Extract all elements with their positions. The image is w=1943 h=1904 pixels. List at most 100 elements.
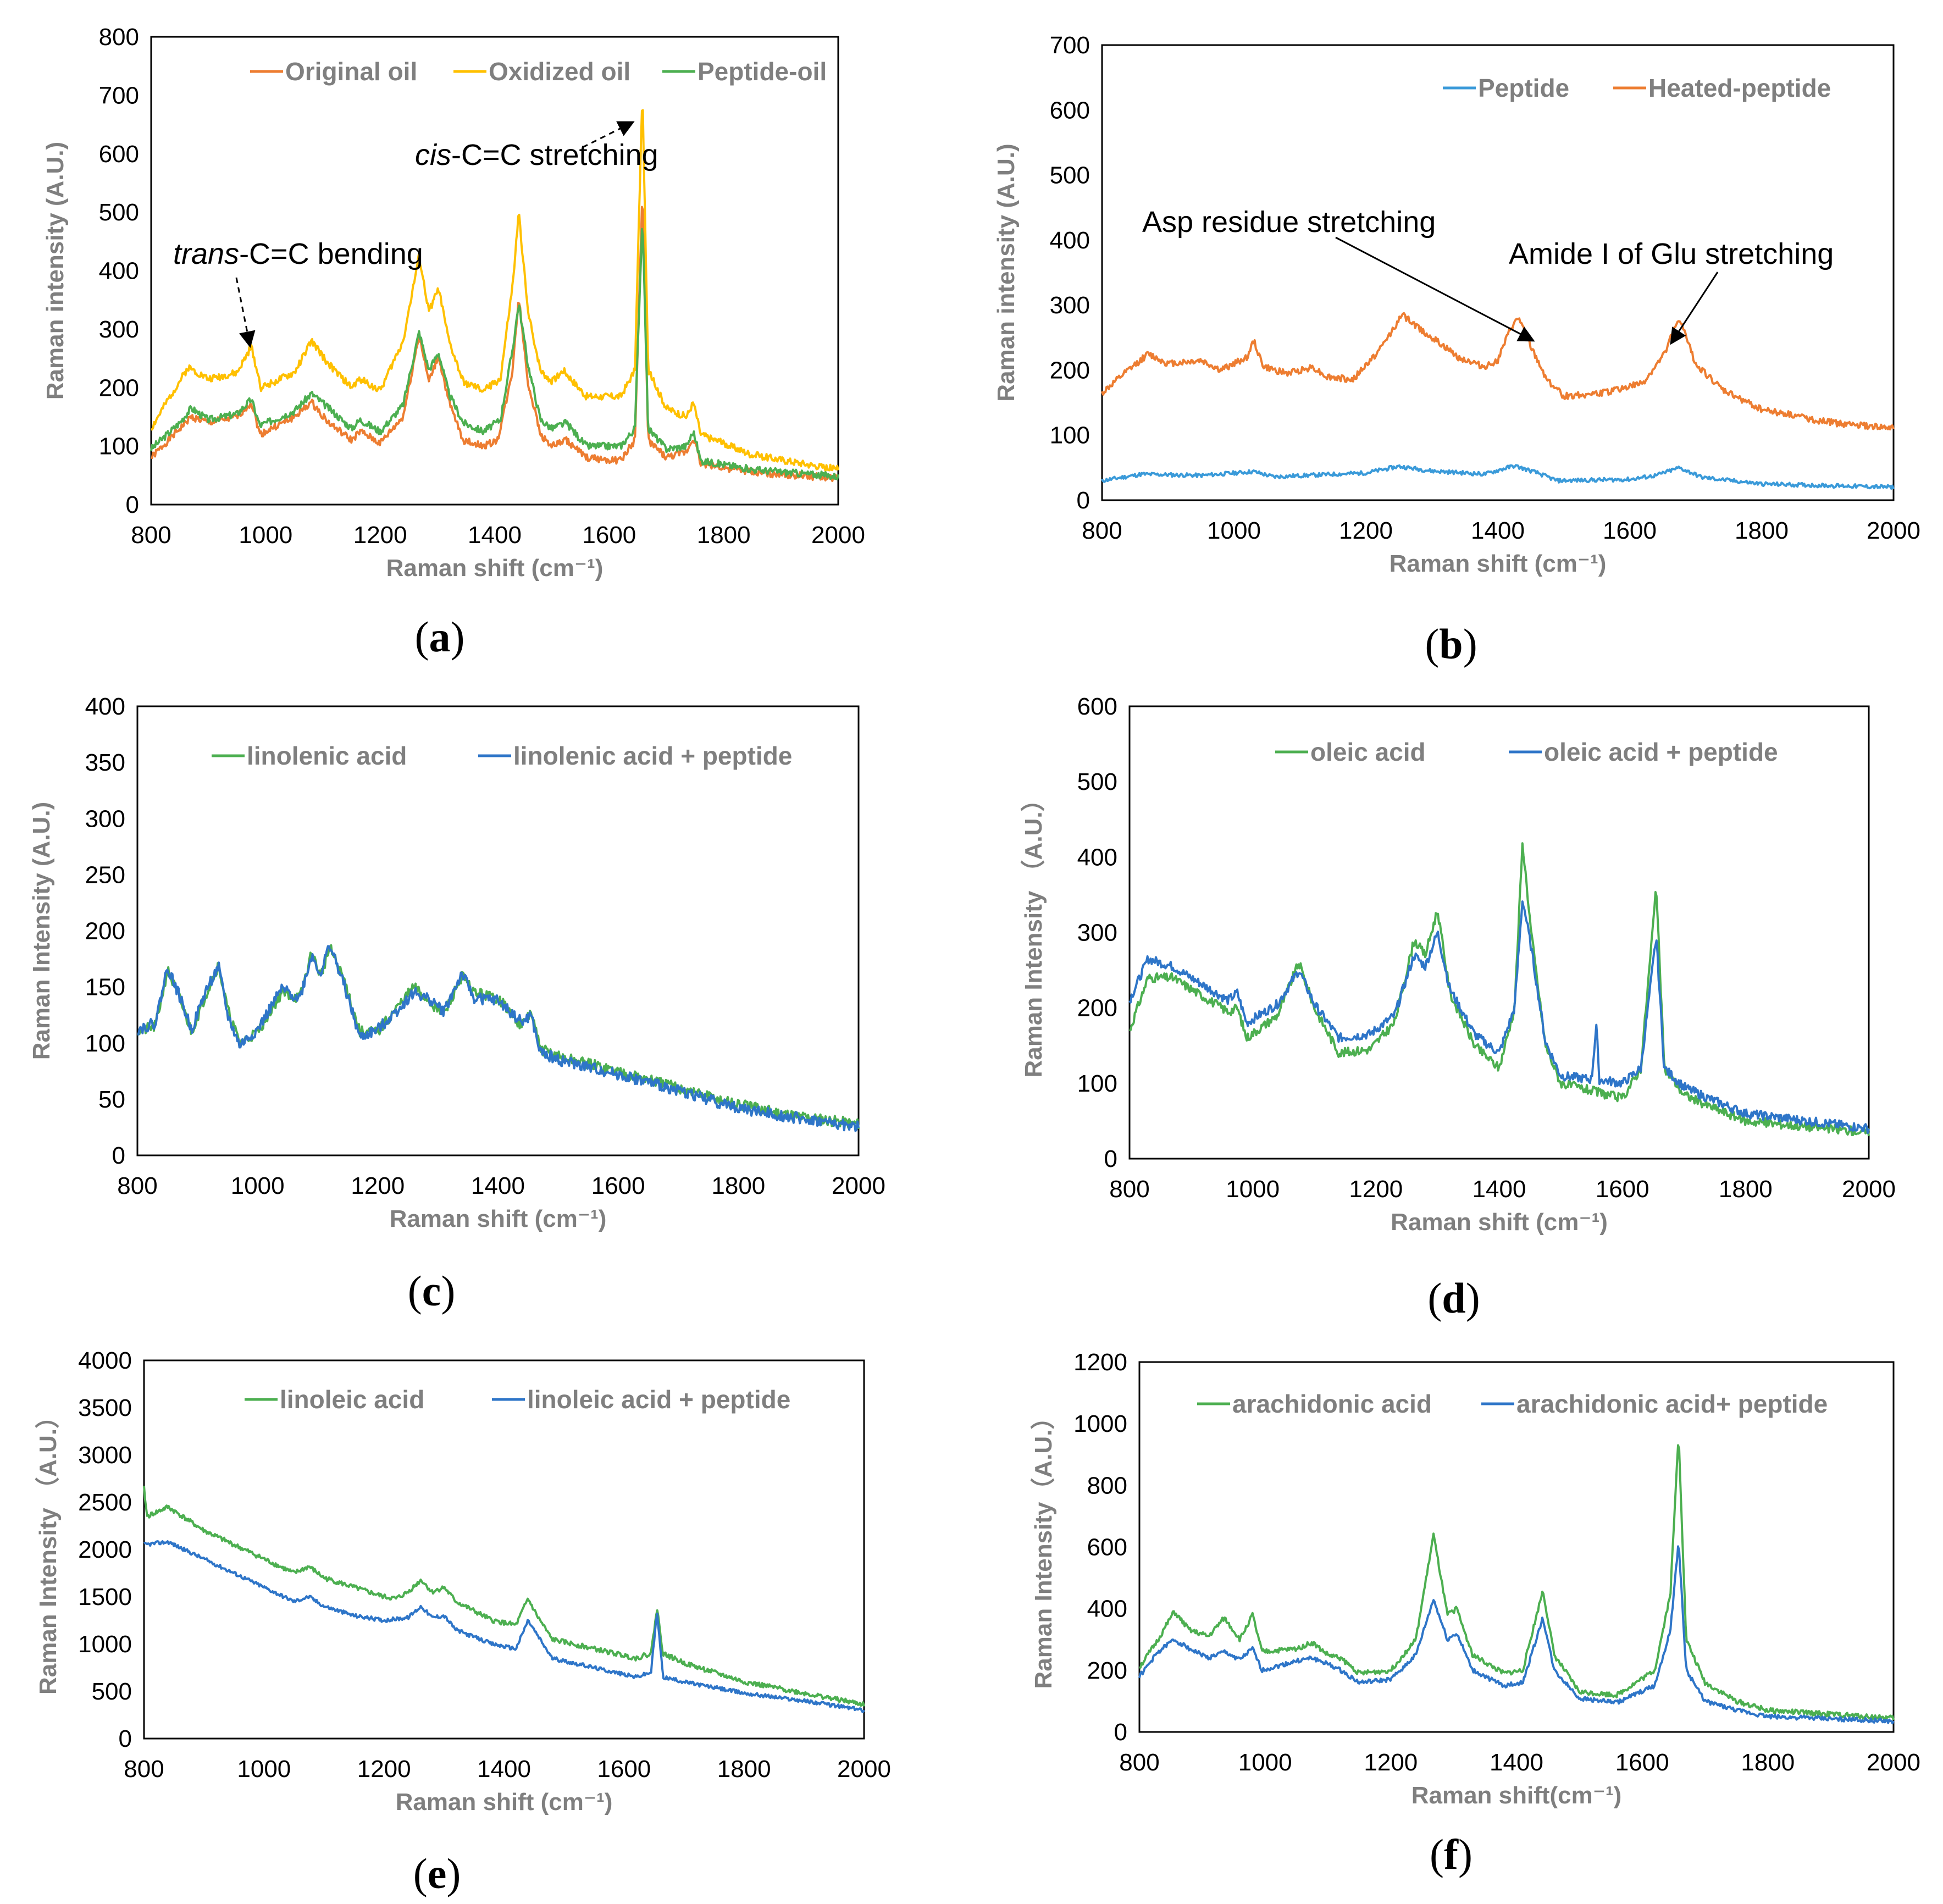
x-tick-label: 1000 (1226, 1176, 1280, 1203)
y-tick-label: 2500 (78, 1489, 132, 1516)
y-tick-label: 1200 (1073, 1349, 1127, 1376)
x-axis-label: Raman shift (cm⁻¹) (1390, 550, 1607, 577)
x-axis-label: Raman shift (cm⁻¹) (396, 1789, 613, 1816)
panel-caption-f: (f) (1430, 1830, 1473, 1878)
y-axis-label: Raman Intensity（A.U.） (1030, 1405, 1057, 1689)
panel-caption-a: (a) (415, 613, 465, 661)
y-tick-label: 800 (1087, 1472, 1127, 1499)
y-tick-label: 400 (99, 258, 139, 285)
x-tick-label: 1800 (697, 522, 751, 549)
y-tick-label: 500 (1050, 162, 1090, 189)
series-line-f-1 (1138, 1545, 1895, 1725)
y-tick-label: 800 (99, 24, 139, 51)
chart-b: 0 100 200 300 400 500 600 700 800 1000 1200 1400 160… (993, 32, 1920, 668)
y-axis-label: Raman intensity (A.U.) (42, 142, 69, 400)
x-axis-label: Raman shift (cm⁻¹) (390, 1205, 607, 1232)
x-tick-label: 800 (1119, 1749, 1159, 1776)
annotation-trans-bending: trans-C=C bending (173, 237, 423, 270)
y-axis-label: Raman Intensity （A.U.） (35, 1404, 62, 1695)
annotation-arrow (1670, 272, 1719, 345)
x-tick-label: 1000 (237, 1756, 291, 1783)
x-tick-label: 1200 (353, 522, 407, 549)
y-tick-label: 100 (85, 1030, 125, 1057)
y-tick-label: 300 (1077, 920, 1117, 947)
x-tick-label: 1600 (1596, 1176, 1649, 1203)
annotation-arrow (1335, 236, 1535, 342)
x-tick-label: 1400 (468, 522, 522, 549)
series-line-c-1 (137, 945, 860, 1132)
series-line-f-0 (1139, 1444, 1895, 1721)
x-tick-label: 1000 (239, 522, 292, 549)
x-tick-label: 1200 (1364, 1749, 1418, 1776)
x-tick-label: 1400 (1473, 1176, 1526, 1203)
legend-label: oleic acid (1310, 738, 1426, 766)
legend-label: Peptide-oil (698, 57, 827, 86)
legend-label: linoleic acid (280, 1385, 424, 1414)
y-tick-label: 500 (99, 199, 139, 226)
x-tick-label: 2000 (1842, 1176, 1896, 1203)
y-tick-label: 200 (1087, 1657, 1127, 1684)
x-tick-label: 2000 (1867, 517, 1920, 544)
legend-label: Peptide (1478, 74, 1569, 102)
x-tick-label: 2000 (837, 1756, 891, 1783)
y-tick-label: 100 (1050, 422, 1090, 449)
y-tick-label: 3500 (78, 1394, 132, 1421)
x-tick-label: 1600 (591, 1172, 645, 1199)
y-tick-label: 200 (1050, 357, 1090, 384)
x-tick-label: 1400 (477, 1756, 531, 1783)
series-line-d-1 (1128, 900, 1870, 1134)
panel-caption-b: (b) (1425, 620, 1477, 668)
x-tick-label: 1800 (1719, 1176, 1773, 1203)
x-tick-label: 1600 (1603, 517, 1657, 544)
x-tick-label: 1600 (582, 522, 636, 549)
annotation-cis-stretching: cis-C=C stretching (415, 139, 658, 171)
chart-f: 0 200 400 600 800 1000 1200 800 1000 1200 1400 1600… (1030, 1349, 1920, 1878)
legend-label: arachidonic acid (1232, 1390, 1432, 1418)
y-tick-label: 0 (126, 491, 139, 518)
series-line-b-0 (1101, 464, 1895, 490)
annotation-amide-glu: Amide I of Glu stretching (1509, 237, 1834, 270)
legend-label: Oxidized oil (489, 57, 630, 86)
x-tick-label: 1200 (1349, 1176, 1403, 1203)
y-tick-label: 0 (1114, 1719, 1127, 1746)
y-tick-label: 100 (99, 433, 139, 460)
x-tick-label: 1800 (711, 1172, 765, 1199)
y-tick-label: 0 (112, 1142, 125, 1169)
y-tick-label: 150 (85, 974, 125, 1001)
y-tick-label: 600 (1077, 693, 1117, 720)
y-tick-label: 400 (1050, 227, 1090, 254)
y-tick-label: 200 (85, 918, 125, 945)
x-tick-label: 1800 (1741, 1749, 1795, 1776)
chart-c: 0 50 100 150 200 250 300 350 400 800 1000 1200 1400 1… (28, 693, 885, 1315)
series-line-a-2 (150, 228, 839, 481)
x-tick-label: 1200 (351, 1172, 405, 1199)
legend-label: linolenic acid (247, 741, 407, 770)
y-tick-label: 400 (1087, 1596, 1127, 1623)
y-tick-label: 100 (1077, 1070, 1117, 1097)
x-tick-label: 2000 (1867, 1749, 1920, 1776)
y-tick-label: 1500 (78, 1584, 132, 1610)
plot-frame-a (150, 36, 839, 506)
y-axis-label: Raman intensity (A.U.) (993, 143, 1020, 401)
x-tick-label: 800 (1082, 517, 1122, 544)
y-tick-label: 400 (85, 693, 125, 720)
chart-d: 0 100 200 300 400 500 600 800 1000 1200 1400 1600 18… (1020, 693, 1896, 1322)
y-tick-label: 600 (1087, 1534, 1127, 1561)
x-tick-label: 1600 (1615, 1749, 1669, 1776)
legend-label: arachidonic acid+ peptide (1516, 1390, 1828, 1418)
y-axis-label: Raman Intensity (A.U.) (28, 802, 55, 1060)
series-line-d-0 (1128, 842, 1870, 1137)
y-tick-label: 400 (1077, 844, 1117, 871)
x-tick-label: 800 (131, 522, 171, 549)
y-tick-label: 300 (99, 316, 139, 343)
x-tick-label: 1200 (357, 1756, 411, 1783)
x-tick-label: 1000 (1207, 517, 1261, 544)
y-tick-label: 250 (85, 861, 125, 888)
x-axis-label: Raman shift(cm⁻¹) (1411, 1782, 1622, 1809)
y-tick-label: 1000 (78, 1631, 132, 1658)
y-tick-label: 600 (99, 141, 139, 168)
x-tick-label: 2000 (811, 522, 865, 549)
y-tick-label: 350 (85, 749, 125, 776)
x-tick-label: 1000 (231, 1172, 285, 1199)
